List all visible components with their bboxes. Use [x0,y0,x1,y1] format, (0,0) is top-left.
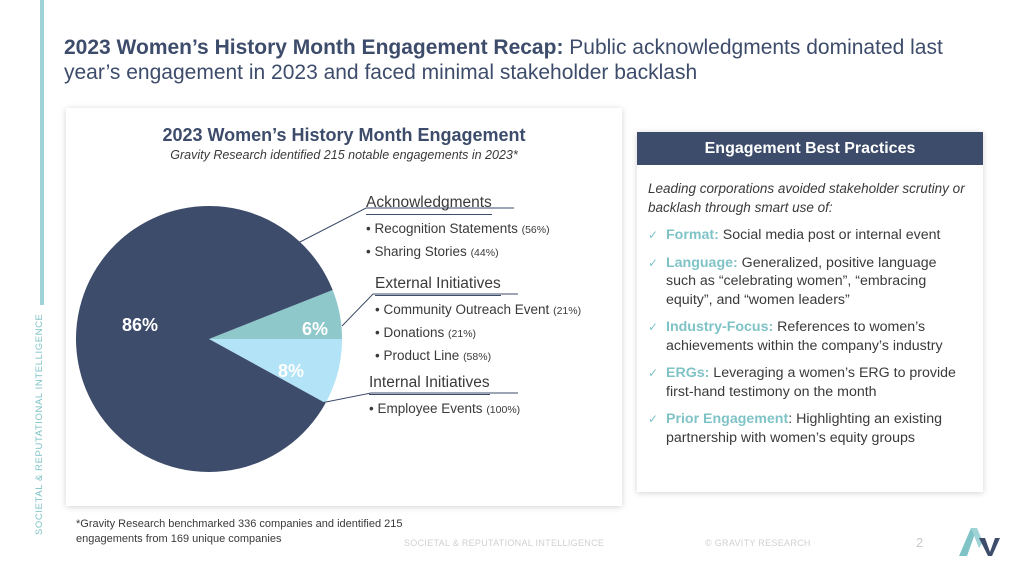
check-icon: ✓ [648,255,659,270]
legend-item-text: Recognition Statements [374,221,518,236]
headline-bold: 2023 Women’s History Month Engagement Re… [64,36,564,59]
pie-slice-external [209,290,342,339]
list-item: ✓ ERGs: Leveraging a women’s ERG to provi… [648,364,969,401]
practice-text: Social media post or internal event [718,227,941,243]
page-number: 2 [916,535,924,550]
slice-label-acknowledgments: 86% [122,315,159,335]
legend-item-pct: (56%) [521,224,550,236]
legend-item-text: Product Line [383,348,460,363]
list-item: ✓ Language: Generalized, positive languag… [648,254,969,310]
pie-slice-internal [209,339,342,404]
av-logo-icon [959,528,1000,556]
practice-key: Prior Engagement [666,411,789,427]
list-item: ✓ Format: Social media post or internal e… [648,226,969,245]
legend-acknowledgments: Acknowledgments • Recognition Statements… [366,194,550,264]
legend-item-pct: (58%) [463,351,492,363]
practice-text: Generalized, positive language such as “… [666,254,937,308]
practice-key: ERGs: [666,365,710,381]
legend-external: External Initiatives • Community Outreac… [375,275,581,368]
footer-copyright: © GRAVITY RESEARCH [705,538,811,548]
best-practices-header: Engagement Best Practices [637,132,983,165]
legend-item-text: Sharing Stories [374,244,467,259]
legend-item-text: Employee Events [377,401,483,416]
side-label: SOCIETAL & REPUTATIONAL INTELLIGENCE [34,313,45,536]
legend-heading: Internal Initiatives [369,374,490,395]
legend-item: • Community Outreach Event (21%) [375,302,582,317]
slice-label-internal: 8% [278,361,305,381]
list-item: ✓ Industry-Focus: References to women’s a… [648,318,969,355]
pie-chart [76,205,518,472]
legend-item: • Recognition Statements (56%) [366,221,550,236]
footnote: *Gravity Research benchmarked 336 compan… [76,517,403,547]
best-practices-card: Engagement Best Practices Leading corpor… [637,132,983,492]
accent-bar [40,0,44,305]
list-item: ✓ Prior Engagement: Highlighting an exist… [648,410,969,447]
legend-item: • Employee Events (100%) [369,401,521,416]
slide-headline: 2023 Women’s History Month Engagement Re… [64,35,944,85]
leader-line-internal [315,392,518,405]
check-icon: ✓ [648,320,659,334]
legend-item: • Sharing Stories (44%) [366,244,499,259]
check-icon: ✓ [648,228,659,242]
practice-key: Format: [666,227,719,243]
practice-text: : Highlighting an existing partnership w… [666,411,942,446]
best-practices-intro: Leading corporations avoided stakeholder… [648,181,965,215]
slice-label-external: 6% [302,319,329,339]
legend-item-pct: (21%) [553,305,582,317]
headline-rest: Public acknowledgments dominated last ye… [64,36,943,84]
leader-line-acknowledgments [297,207,514,244]
legend-item: • Donations (21%) [375,325,477,340]
legend-heading: External Initiatives [375,275,501,296]
legend-item-pct: (44%) [470,247,499,259]
footer-center: SOCIETAL & REPUTATIONAL INTELLIGENCE [404,538,605,548]
check-icon: ✓ [648,412,659,426]
footnote-line: engagements from 169 unique companies [76,533,282,545]
legend-item-pct: (100%) [486,404,521,416]
legend-heading: Acknowledgments [366,194,492,215]
footnote-line: *Gravity Research benchmarked 336 compan… [76,518,403,530]
legend-item: • Product Line (58%) [375,348,492,363]
legend-item-text: Donations [383,325,445,340]
chart-title: 2023 Women’s History Month Engagement [162,125,526,145]
pie-slice-acknowledgments [76,205,333,472]
leader-line-external [341,293,518,327]
practice-text: References to women’s achievements withi… [666,319,943,354]
practice-text: Leveraging a women’s ERG to provide firs… [666,365,956,400]
legend-item-pct: (21%) [448,328,477,340]
practice-key: Language: [666,254,738,271]
best-practices-list: ✓ Format: Social media post or internal e… [637,226,983,447]
legend-item-text: Community Outreach Event [383,302,550,317]
practice-key: Industry-Focus: [666,319,774,335]
legend-internal: Internal Initiatives • Employee Events (… [369,374,520,421]
chart-card: 2023 Women’s History Month Engagement Gr… [66,108,622,506]
chart-subtitle: Gravity Research identified 215 notable … [170,148,518,162]
check-icon: ✓ [648,366,659,380]
